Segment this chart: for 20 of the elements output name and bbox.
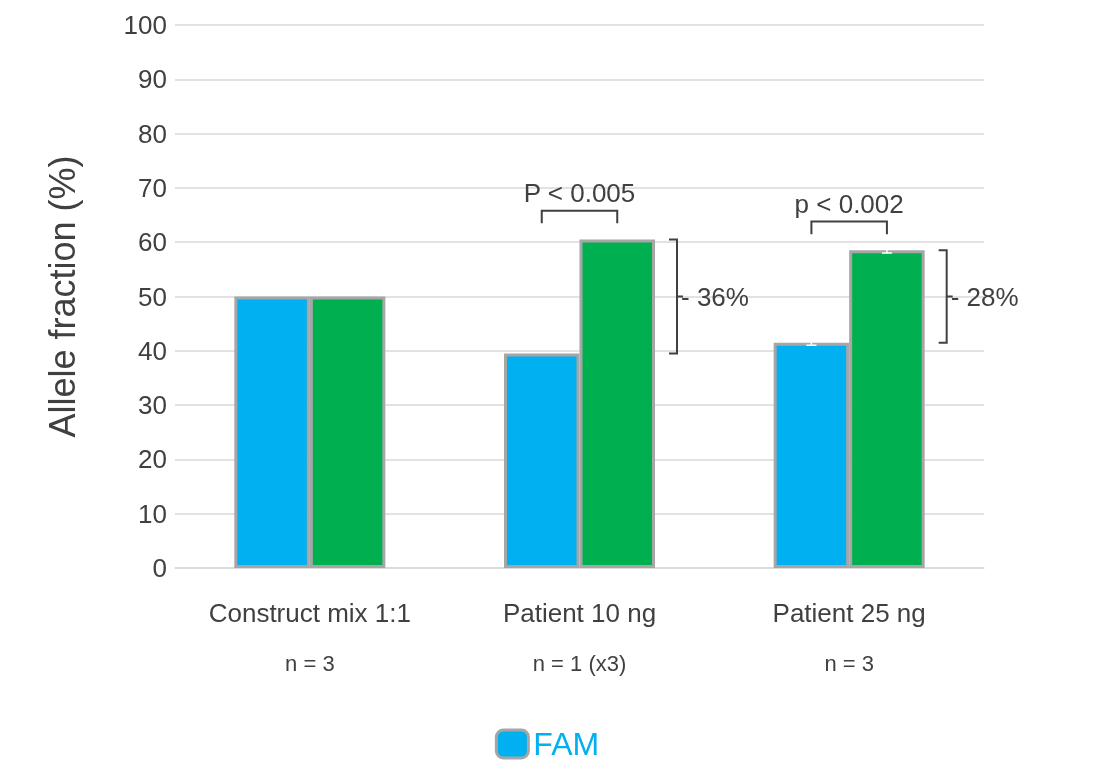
x-tick-label: Patient 25 ng n = 3	[772, 598, 926, 676]
x-tick-label: Patient 10 ng n = 1 (x3)	[502, 598, 657, 676]
annotation: P < 0.005	[523, 178, 636, 209]
legend-label: FAM	[533, 726, 600, 762]
annotation: - 28%	[950, 281, 1019, 312]
y-tick-label: 40	[138, 335, 167, 366]
y-tick-label: 20	[138, 444, 167, 475]
annotation: p < 0.002	[794, 189, 904, 220]
annotation: - 36%	[681, 281, 749, 312]
y-tick-label: 100	[123, 10, 167, 40]
y-axis-title: Allele fraction (%)	[41, 155, 83, 438]
y-tick-label: 10	[138, 498, 167, 529]
x-tick-label: Construct mix 1:1 n = 3	[208, 598, 411, 676]
y-tick-label: 50	[138, 281, 167, 312]
y-tick-label: 30	[138, 390, 167, 421]
y-tick-label: 90	[138, 64, 167, 95]
y-tick-label: 0	[152, 553, 167, 583]
y-tick-label: 60	[138, 227, 167, 258]
y-tick-label: 80	[138, 118, 167, 149]
y-tick-label: 70	[138, 172, 167, 203]
